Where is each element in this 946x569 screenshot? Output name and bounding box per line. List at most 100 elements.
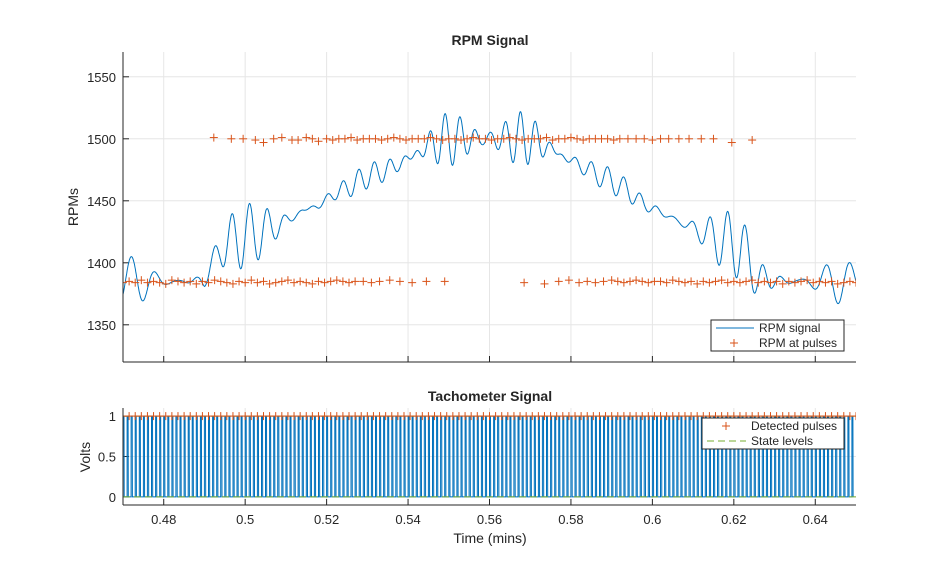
rpm-pulse-marker [216,277,225,286]
rpm-pulse-marker [347,133,356,142]
rpm-pulse-marker [536,134,545,143]
rpm-pulse-marker [204,278,213,287]
rpm-pulse-marker [155,278,164,287]
rpm-pulse-marker [656,277,665,286]
rpm-pulse-marker [693,279,702,288]
tach-x-tick-label: 0.5 [236,512,254,527]
rpm-pulse-marker [186,277,195,286]
rpm-pulse-marker [648,136,657,145]
rpm-pulse-marker [271,278,280,287]
tach-x-tick-label: 0.52 [314,512,339,527]
rpm-pulse-marker [308,279,317,288]
rpm-pulse-marker [440,277,449,286]
rpm-pulse-marker [340,134,349,143]
rpm-pulse-marker [375,277,384,286]
rpm-pulse-marker [852,278,856,287]
rpm-pulse-marker [314,277,323,286]
tach-x-tick-label: 0.54 [395,512,420,527]
rpm-pulse-marker [314,137,323,146]
rpm-pulse-marker [131,278,140,287]
rpm-pulse-marker [408,278,417,287]
rpm-pulse-marker [748,136,757,145]
rpm-pulse-marker [345,278,354,287]
rpm-pulse-marker [173,277,182,286]
rpm-pulse-marker [253,278,262,287]
rpm-pulse-marker [308,134,317,143]
rpm-pulse-marker [210,276,219,285]
tach-legend: Detected pulses State levels [701,417,845,450]
rpm-pulse-marker [554,277,563,286]
tach-x-tick-label: 0.62 [721,512,746,527]
rpm-pulse-marker [599,277,608,286]
rpm-pulse-marker [469,133,478,142]
rpm-pulse-marker [420,134,429,143]
rpm-pulse-marker [742,277,751,286]
rpm-pulse-marker [198,277,207,286]
rpm-pulse-marker [161,279,170,288]
rpm-pulse-marker [395,277,404,286]
rpm-pulse-marker [699,277,708,286]
rpm-pulse-marker [827,277,836,286]
tach-y-tick-label: 0 [109,490,116,505]
rpm-pulse-marker [583,277,592,286]
rpm-pulse-marker [540,279,549,288]
rpm-y-tick-label: 1400 [87,256,116,271]
tach-detected-pulse-marker [852,412,856,421]
rpm-pulse-marker [450,134,459,143]
rpm-pulse-marker [277,133,286,142]
rpm-pulse-marker [143,278,152,287]
rpm-pulse-marker [833,279,842,288]
tach-y-label: Volts [77,442,93,472]
rpm-pulse-marker [259,277,268,286]
rpm-pulse-marker [520,278,529,287]
rpm-pulse-marker [326,277,335,286]
rpm-pulse-marker [332,276,341,285]
tach-x-tick-label: 0.64 [803,512,828,527]
tach-ticks: 0.48 0.5 0.52 0.54 0.56 0.58 0.6 0.62 0.64 0 0.5 1 [98,409,828,527]
rpm-pulse-marker [123,278,127,287]
rpm-pulse-marker [674,277,683,286]
rpm-pulse-marker [603,134,612,143]
rpm-pulse-marker [322,134,331,143]
rpm-pulse-marker [766,278,775,287]
rpm-pulse-marker [481,134,490,143]
rpm-pulse-marker [632,276,641,285]
rpm-pulse-marker [772,277,781,286]
rpm-pulse-marker [377,136,386,145]
rpm-pulse-marker [192,279,201,288]
rpm-pulse-marker [784,277,793,286]
rpm-pulse-marker [228,279,237,288]
rpm-pulse-marker [320,278,329,287]
rpm-pulse-marker [167,276,176,285]
rpm-pulse-marker [656,134,665,143]
rpm-pulse-marker [511,134,520,143]
rpm-pulse-marker [760,277,769,286]
tach-axes: 0.48 0.5 0.52 0.54 0.56 0.58 0.6 0.62 0.6400.51 … [77,388,856,546]
rpm-pulse-marker [564,276,573,285]
rpm-pulse-marker [385,276,394,285]
tach-legend-pulses-swatch [722,422,730,430]
rpm-pulse-marker [338,277,347,286]
rpm-pulse-marker [729,277,738,286]
rpm-pulse-marker [711,277,720,286]
rpm-pulse-marker [607,276,616,285]
rpm-pulse-marker [668,276,677,285]
rpm-pulse-marker [662,278,671,287]
rpm-pulse-marker [241,278,250,287]
rpm-pulse-markers [123,133,856,288]
rpm-pulse-marker [149,277,158,286]
rpm-pulse-marker [815,277,824,286]
tach-detected-pulse-markers [123,412,856,421]
rpm-pulse-marker [619,278,628,287]
rpm-pulse-marker [422,277,431,286]
rpm-legend: RPM signal RPM at pulses [710,319,845,352]
rpm-pulse-marker [735,278,744,287]
tach-x-tick-label: 0.48 [151,512,176,527]
rpm-pulse-marker [797,277,806,286]
rpm-pulse-marker [609,136,618,145]
rpm-pulse-marker [367,278,376,287]
rpm-pulse-marker [463,134,472,143]
rpm-pulse-marker [591,278,600,287]
rpm-pulse-marker [247,276,256,285]
